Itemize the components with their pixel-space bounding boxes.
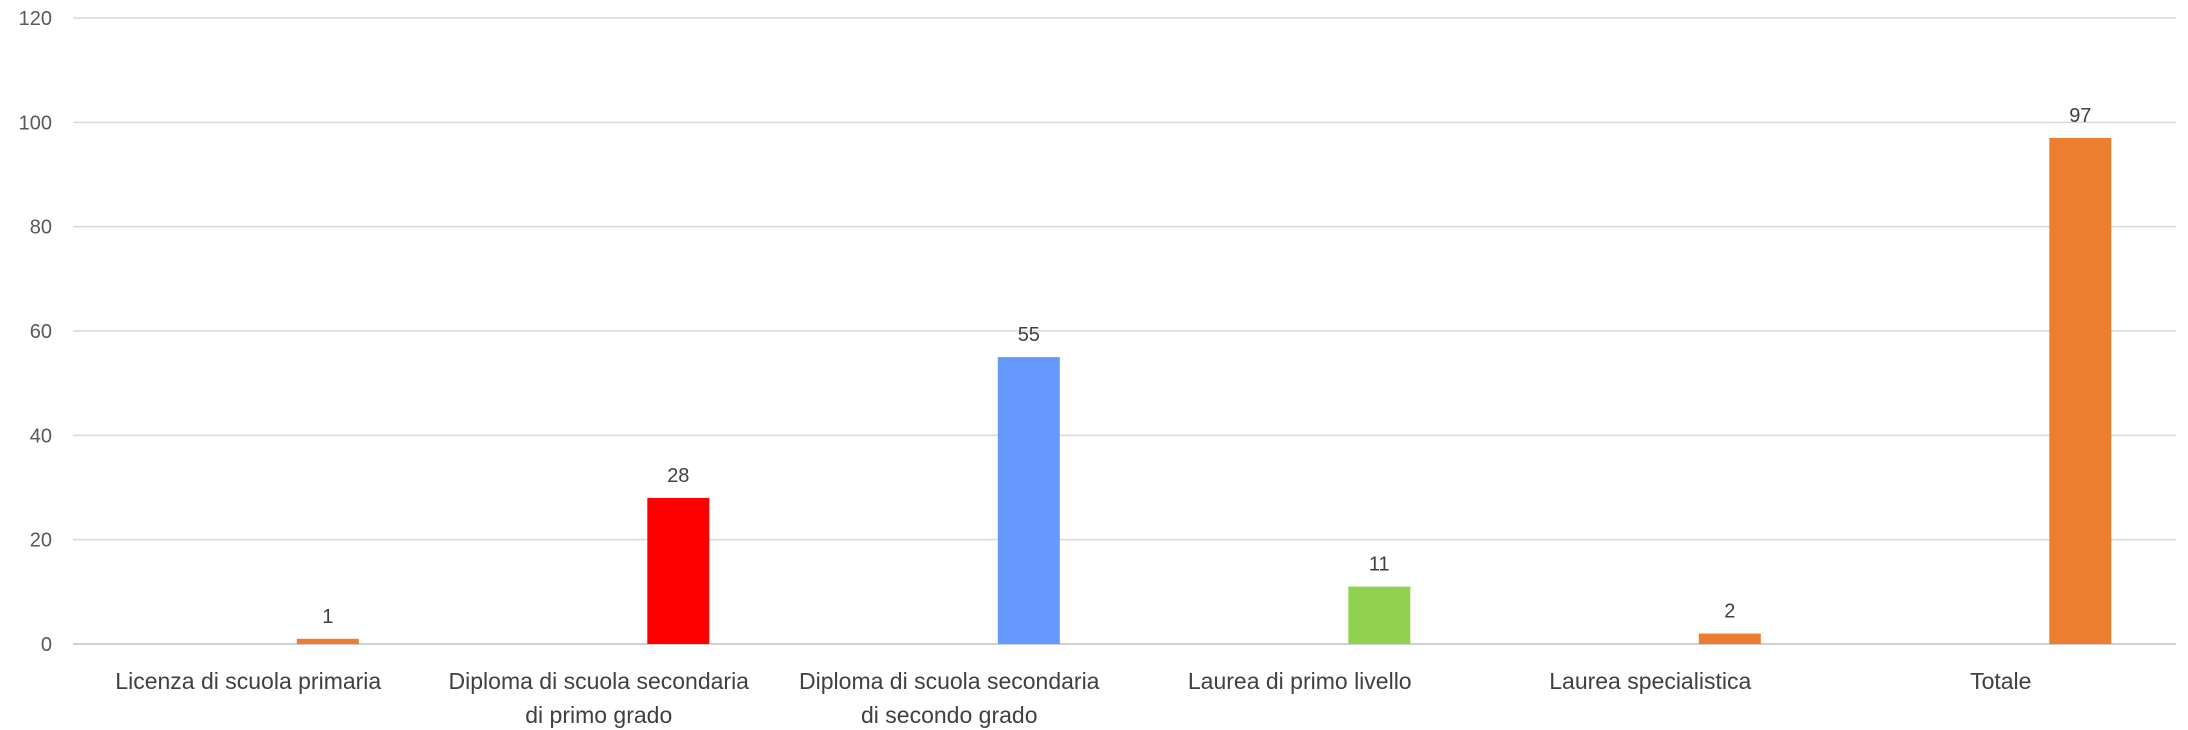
y-tick-label: 100 <box>19 112 52 134</box>
data-label: 97 <box>2069 105 2091 127</box>
y-tick-label: 80 <box>30 217 52 239</box>
bar <box>1698 633 1761 644</box>
data-label: 28 <box>667 465 689 487</box>
bar <box>2049 137 2112 644</box>
x-tick-label: Diploma di scuola secondaria di primo gra… <box>449 668 750 728</box>
bar <box>997 357 1060 644</box>
y-tick-label: 20 <box>30 530 52 552</box>
data-label: 1 <box>322 606 333 628</box>
y-tick-label: 40 <box>30 425 52 447</box>
x-tick-label: Totale <box>1970 668 2031 694</box>
x-tick-label: Laurea di primo livello <box>1188 668 1412 694</box>
data-label: 11 <box>1369 554 1390 576</box>
x-tick-label: Diploma di scuola secondaria di secondo g… <box>799 668 1100 728</box>
bar <box>1348 586 1411 644</box>
data-label: 2 <box>1724 601 1735 623</box>
y-tick-label: 60 <box>30 321 52 343</box>
y-tick-label: 120 <box>19 8 52 30</box>
x-tick-label: Laurea specialistica <box>1549 668 1751 694</box>
x-tick-label: Licenza di scuola primaria <box>115 668 381 694</box>
data-label: 55 <box>1018 324 1040 346</box>
bar <box>296 638 359 644</box>
bar <box>647 497 710 644</box>
y-tick-label: 0 <box>41 634 52 656</box>
